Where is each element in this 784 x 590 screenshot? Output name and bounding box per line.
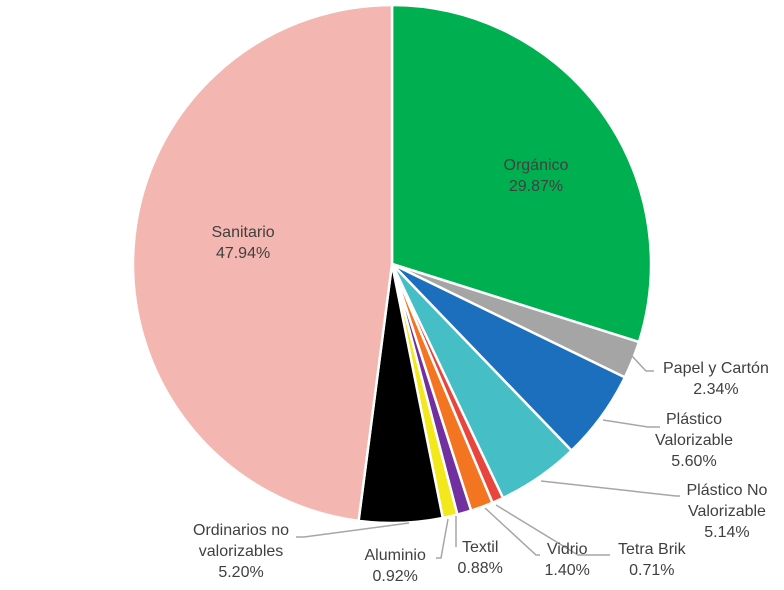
data-label-organico: Orgánico 29.87% (504, 155, 569, 197)
leader-line-papel-y-carton (631, 355, 654, 372)
label-category: Sanitario (211, 224, 275, 241)
data-label-ordinarios-no-valorizables: Ordinarios no valorizables 5.20% (193, 520, 289, 583)
leader-line-tetra-brik (495, 504, 610, 556)
data-label-aluminio: Aluminio 0.92% (365, 545, 426, 587)
data-label-plastico-no-valorizable: Plástico No Valorizable 5.14% (687, 480, 768, 543)
leader-line-vidrio (484, 507, 540, 556)
label-category: Papel y Cartón (663, 360, 769, 377)
label-category: Tetra Brik (618, 541, 686, 558)
leader-line-plastico-valorizable (602, 419, 660, 428)
data-label-papel-y-carton: Papel y Cartón 2.34% (663, 358, 769, 400)
data-label-tetra-brik: Tetra Brik 0.71% (618, 539, 686, 581)
data-label-vidrio: Vidrio 1.40% (545, 539, 590, 581)
label-category: Valorizable (687, 503, 766, 520)
data-label-sanitario: Sanitario 47.94% (212, 222, 275, 264)
label-category: Aluminio (364, 547, 426, 564)
data-label-textil: Textil 0.88% (458, 537, 503, 579)
label-value: 0.92% (372, 568, 418, 585)
leader-line-aluminio (436, 518, 449, 559)
label-value: 0.71% (629, 562, 675, 579)
label-category: Plástico No (686, 482, 768, 499)
leader-line-ordinarios-no-valorizables (296, 522, 410, 538)
leader-lines (296, 355, 680, 559)
label-value: 5.20% (218, 564, 264, 581)
leader-line-plastico-no-valorizable (540, 480, 680, 497)
label-value: 5.60% (671, 453, 717, 470)
label-category: Vidrio (546, 541, 588, 558)
label-value: 5.14% (704, 524, 750, 541)
label-value: 1.40% (544, 562, 590, 579)
label-category: Valorizable (655, 432, 733, 449)
label-value: 47.94% (215, 245, 271, 262)
pie-slices (131, 3, 653, 525)
label-value: 0.88% (457, 560, 503, 577)
data-label-plastico-valorizable: Plástico Valorizable 5.60% (655, 409, 733, 472)
slice-sanitario (131, 3, 394, 523)
slice-organico (390, 3, 653, 344)
label-category: Plástico (665, 411, 722, 428)
label-category: valorizables (198, 543, 284, 560)
label-category: Ordinarios no (193, 522, 290, 539)
label-category: Orgánico (503, 157, 569, 174)
label-category: Textil (461, 539, 499, 556)
label-value: 29.87% (508, 178, 564, 195)
label-value: 2.34% (693, 381, 739, 398)
